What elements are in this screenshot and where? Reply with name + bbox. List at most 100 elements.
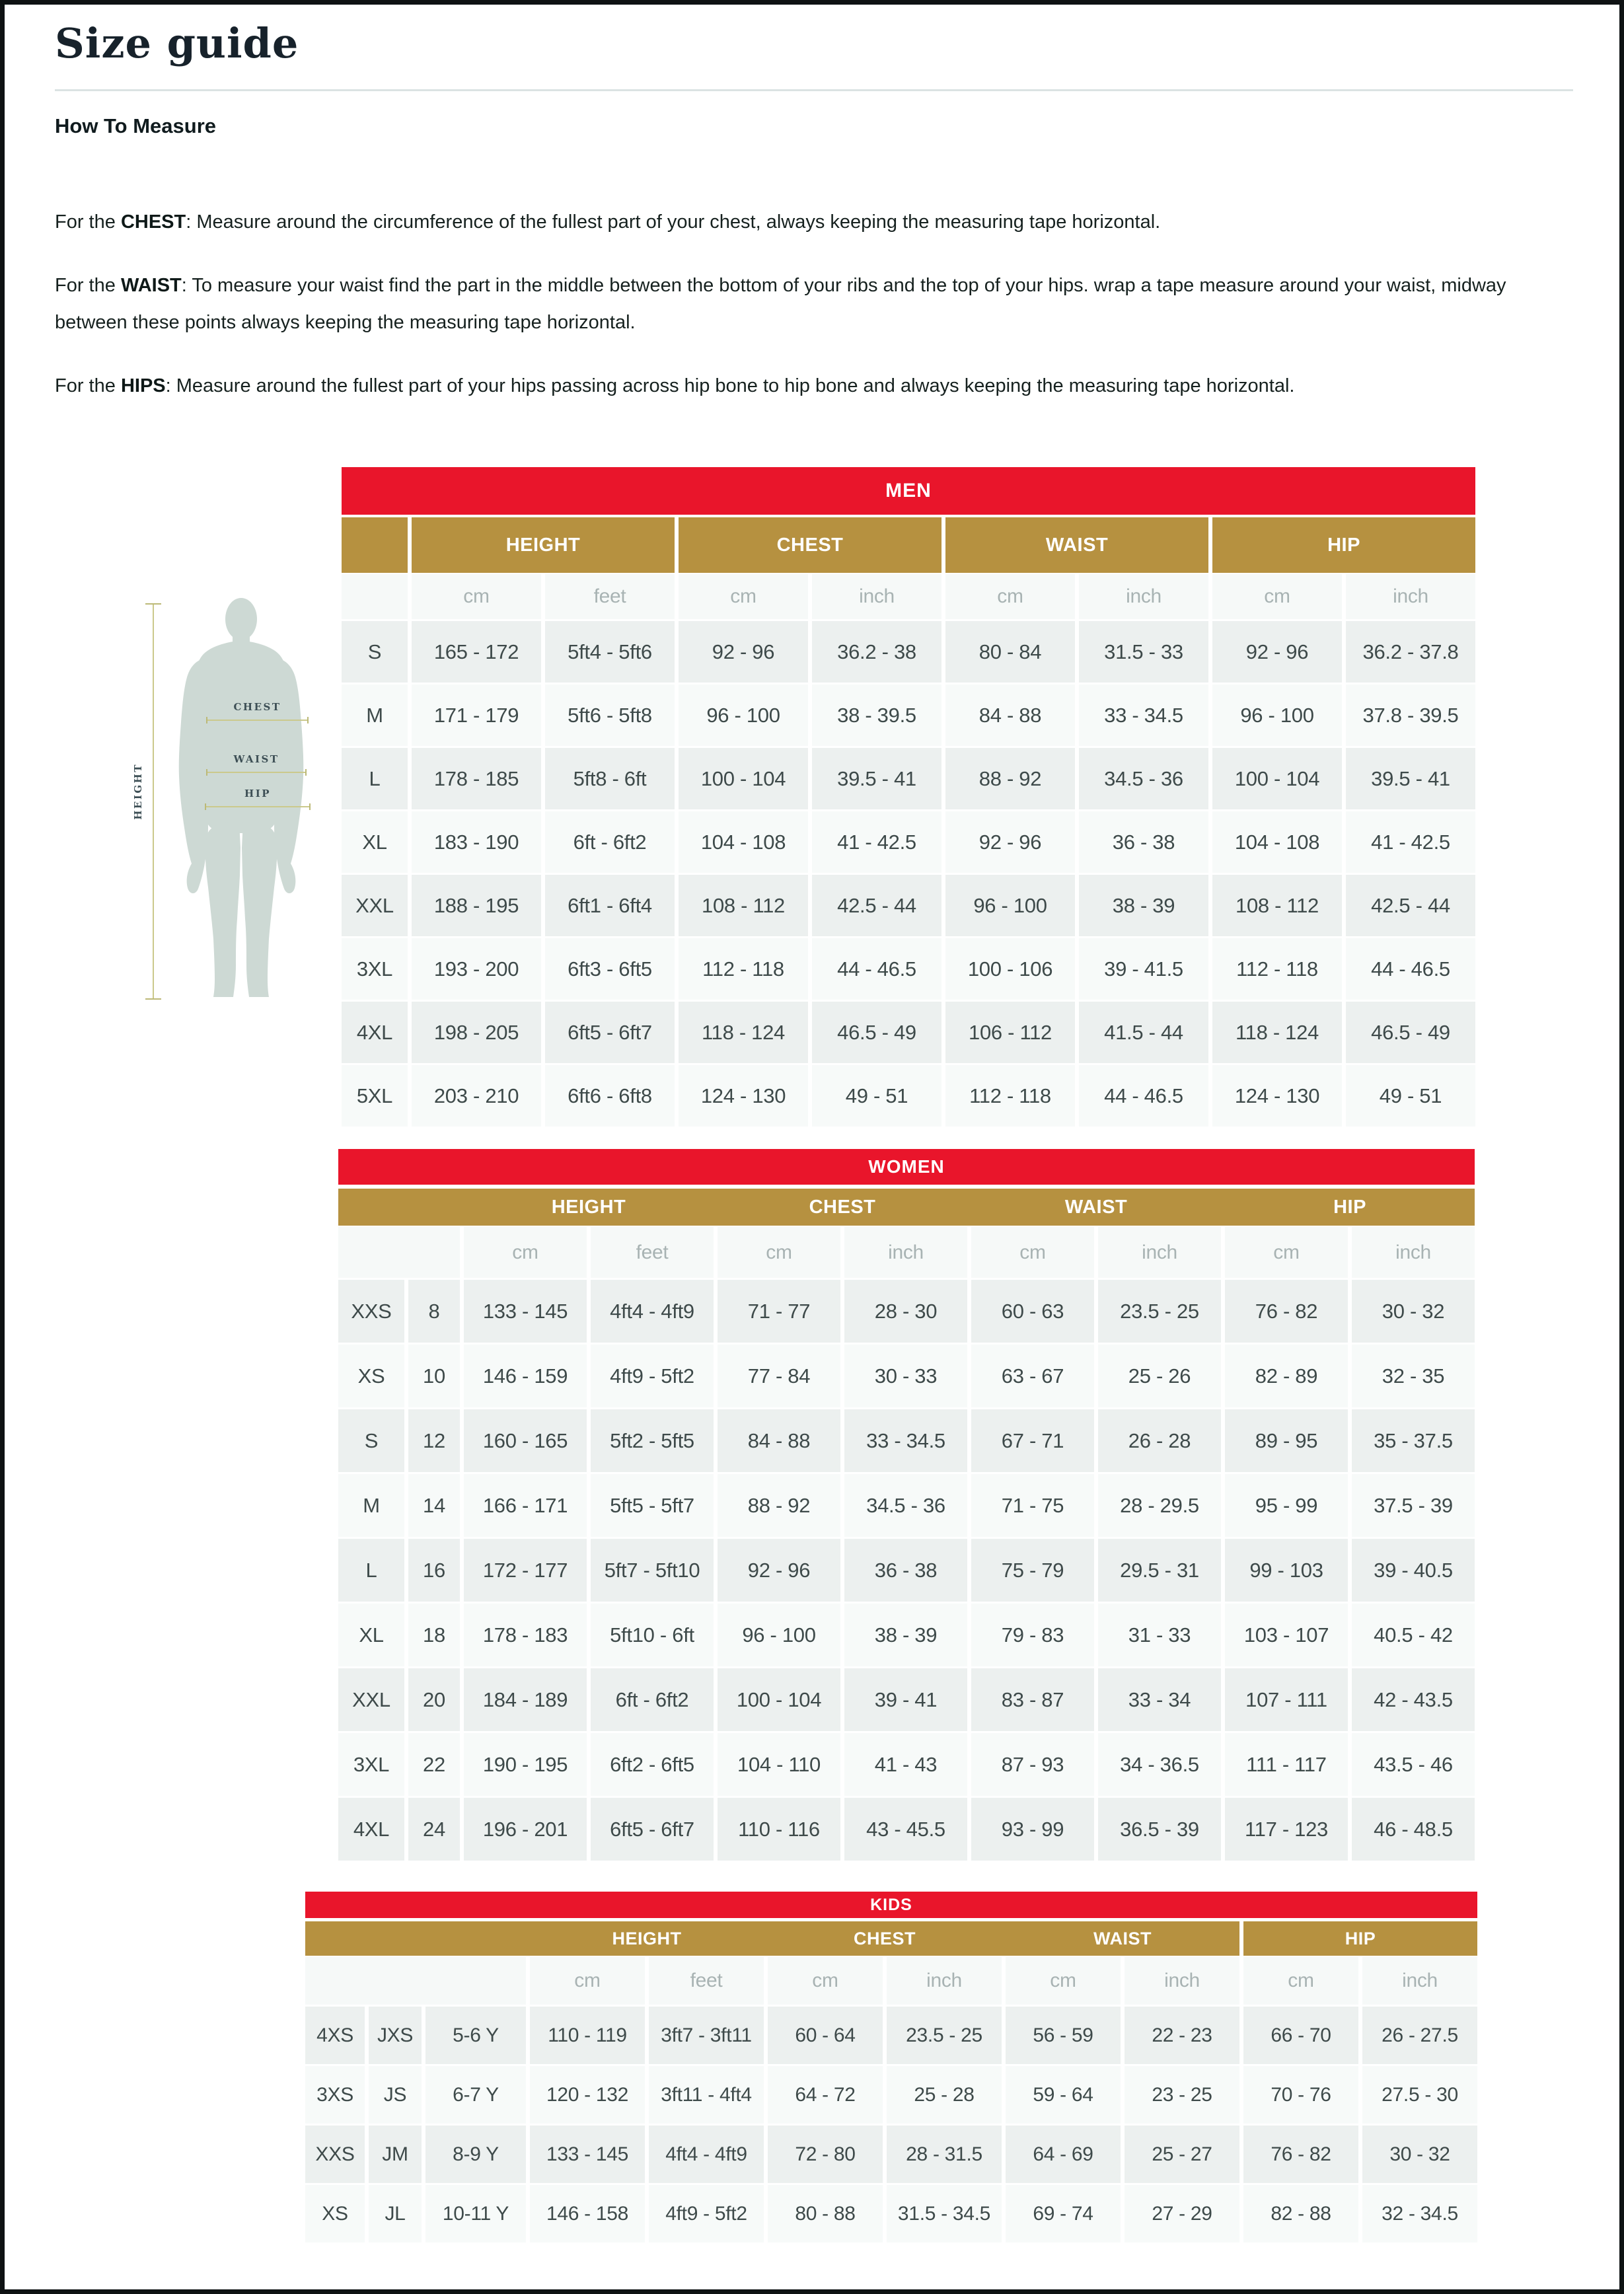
row-label-cell: 3XL: [338, 1733, 404, 1796]
row-label-cell: JS: [369, 2066, 422, 2124]
kids-header-band: KIDS: [305, 1892, 1477, 1918]
value-cell: 84 - 88: [945, 684, 1075, 746]
value-cell: 44 - 46.5: [1079, 1065, 1208, 1127]
value-cell: 112 - 118: [679, 938, 808, 1000]
instruction-text: : Measure around the circumference of th…: [186, 211, 1161, 233]
value-cell: 146 - 159: [464, 1345, 587, 1407]
value-cell: 32 - 35: [1352, 1345, 1475, 1407]
value-cell: 5ft2 - 5ft5: [591, 1409, 714, 1472]
row-label-cell: S: [338, 1409, 404, 1472]
value-cell: 110 - 116: [718, 1798, 840, 1861]
table-row: M 171 - 179 5ft6 - 5ft8 96 - 100 38 - 39.5 84…: [342, 684, 1475, 746]
value-cell: 92 - 96: [679, 621, 808, 683]
group-header-chest: CHEST: [679, 517, 941, 573]
instruction-text: : To measure your waist find the part in…: [55, 275, 1506, 333]
value-cell: 184 - 189: [464, 1668, 587, 1731]
row-label-cell: 10-11 Y: [425, 2185, 526, 2242]
value-cell: 69 - 74: [1006, 2185, 1121, 2242]
group-header-label: HIP: [1327, 534, 1360, 556]
kids-table-title: KIDS: [870, 1895, 912, 1914]
women-group-header-row: HEIGHT CHEST WAIST HIP: [338, 1189, 1475, 1226]
row-label-cell: 12: [408, 1409, 460, 1472]
value-cell: 6ft3 - 6ft5: [545, 938, 675, 1000]
value-cell: 38 - 39: [844, 1604, 967, 1666]
value-cell: 5ft4 - 5ft6: [545, 621, 675, 683]
title-divider: [55, 89, 1573, 91]
table-row: XL 18 178 - 183 5ft10 - 6ft 96 - 100 38 - 39 7…: [338, 1604, 1475, 1666]
row-label-cell: M: [338, 1474, 404, 1537]
value-cell: 165 - 172: [412, 621, 541, 683]
value-cell: 171 - 179: [412, 684, 541, 746]
value-cell: 124 - 130: [1212, 1065, 1342, 1127]
value-cell: 71 - 75: [971, 1474, 1094, 1537]
value-cell: 80 - 84: [945, 621, 1075, 683]
value-cell: 112 - 118: [1212, 938, 1342, 1000]
value-cell: 108 - 112: [679, 875, 808, 936]
value-cell: 30 - 32: [1362, 2126, 1477, 2183]
unit-label: cm: [412, 574, 541, 619]
kids-size-table: KIDS HEIGHT CHEST WAIST HIP cm feet cm inch cm inc…: [305, 1892, 1477, 2244]
value-cell: 49 - 51: [1346, 1065, 1475, 1127]
value-cell: 203 - 210: [412, 1065, 541, 1127]
waist-figure-label: WAIST: [233, 753, 279, 765]
row-label-cell: 16: [408, 1539, 460, 1602]
row-label-cell: L: [342, 748, 408, 809]
row-label-cell: 24: [408, 1798, 460, 1861]
table-row: XXL 20 184 - 189 6ft - 6ft2 100 - 104 39 - 41…: [338, 1668, 1475, 1731]
value-cell: 25 - 27: [1125, 2126, 1239, 2183]
value-cell: 23.5 - 25: [1098, 1280, 1221, 1343]
row-label-cell: XXL: [338, 1668, 404, 1731]
value-cell: 31.5 - 34.5: [887, 2185, 1002, 2242]
value-cell: 80 - 88: [768, 2185, 883, 2242]
value-cell: 6ft5 - 6ft7: [545, 1002, 675, 1063]
value-cell: 28 - 30: [844, 1280, 967, 1343]
value-cell: 44 - 46.5: [1346, 938, 1475, 1000]
value-cell: 5ft8 - 6ft: [545, 748, 675, 809]
value-cell: 37.5 - 39: [1352, 1474, 1475, 1537]
women-header-band: WOMEN: [338, 1149, 1475, 1185]
value-cell: 82 - 89: [1225, 1345, 1348, 1407]
unit-spacer: [305, 1957, 526, 2005]
value-cell: 33 - 34.5: [844, 1409, 967, 1472]
unit-label: inch: [1125, 1957, 1239, 2005]
value-cell: 112 - 118: [945, 1065, 1075, 1127]
value-cell: 76 - 82: [1243, 2126, 1358, 2183]
value-cell: 46 - 48.5: [1352, 1798, 1475, 1861]
value-cell: 89 - 95: [1225, 1409, 1348, 1472]
value-cell: 5ft6 - 5ft8: [545, 684, 675, 746]
table-row: XS 10 146 - 159 4ft9 - 5ft2 77 - 84 30 - 33 63…: [338, 1345, 1475, 1407]
table-row: XXS JM 8-9 Y 133 - 145 4ft4 - 4ft9 72 - 80 28 …: [305, 2126, 1477, 2183]
value-cell: 120 - 132: [530, 2066, 645, 2124]
value-cell: 29.5 - 31: [1098, 1539, 1221, 1602]
value-cell: 103 - 107: [1225, 1604, 1348, 1666]
instruction-prefix: For the: [55, 375, 121, 396]
unit-label: cm: [945, 574, 1075, 619]
value-cell: 30 - 32: [1352, 1280, 1475, 1343]
value-cell: 27.5 - 30: [1362, 2066, 1477, 2124]
value-cell: 46.5 - 49: [812, 1002, 941, 1063]
value-cell: 39 - 41.5: [1079, 938, 1208, 1000]
value-cell: 39.5 - 41: [1346, 748, 1475, 809]
value-cell: 96 - 100: [718, 1604, 840, 1666]
hip-figure-label: HIP: [244, 788, 271, 799]
group-header-spacer: [338, 1189, 460, 1226]
value-cell: 111 - 117: [1225, 1733, 1348, 1796]
value-cell: 26 - 28: [1098, 1409, 1221, 1472]
value-cell: 63 - 67: [971, 1345, 1094, 1407]
row-label-cell: 5XL: [342, 1065, 408, 1127]
group-header-label: WAIST: [1093, 1928, 1152, 1948]
value-cell: 6ft - 6ft2: [545, 811, 675, 873]
hips-instruction: For the HIPS: Measure around the fullest…: [55, 367, 1561, 404]
chest-figure-label: CHEST: [233, 701, 281, 713]
value-cell: 3ft11 - 4ft4: [649, 2066, 764, 2124]
value-cell: 37.8 - 39.5: [1346, 684, 1475, 746]
row-label-cell: XS: [305, 2185, 365, 2242]
value-cell: 104 - 108: [1212, 811, 1342, 873]
value-cell: 43 - 45.5: [844, 1798, 967, 1861]
value-cell: 108 - 112: [1212, 875, 1342, 936]
value-cell: 6ft6 - 6ft8: [545, 1065, 675, 1127]
unit-label: cm: [768, 1957, 883, 2005]
chest-instruction: For the CHEST: Measure around the circum…: [55, 204, 1561, 240]
value-cell: 118 - 124: [1212, 1002, 1342, 1063]
